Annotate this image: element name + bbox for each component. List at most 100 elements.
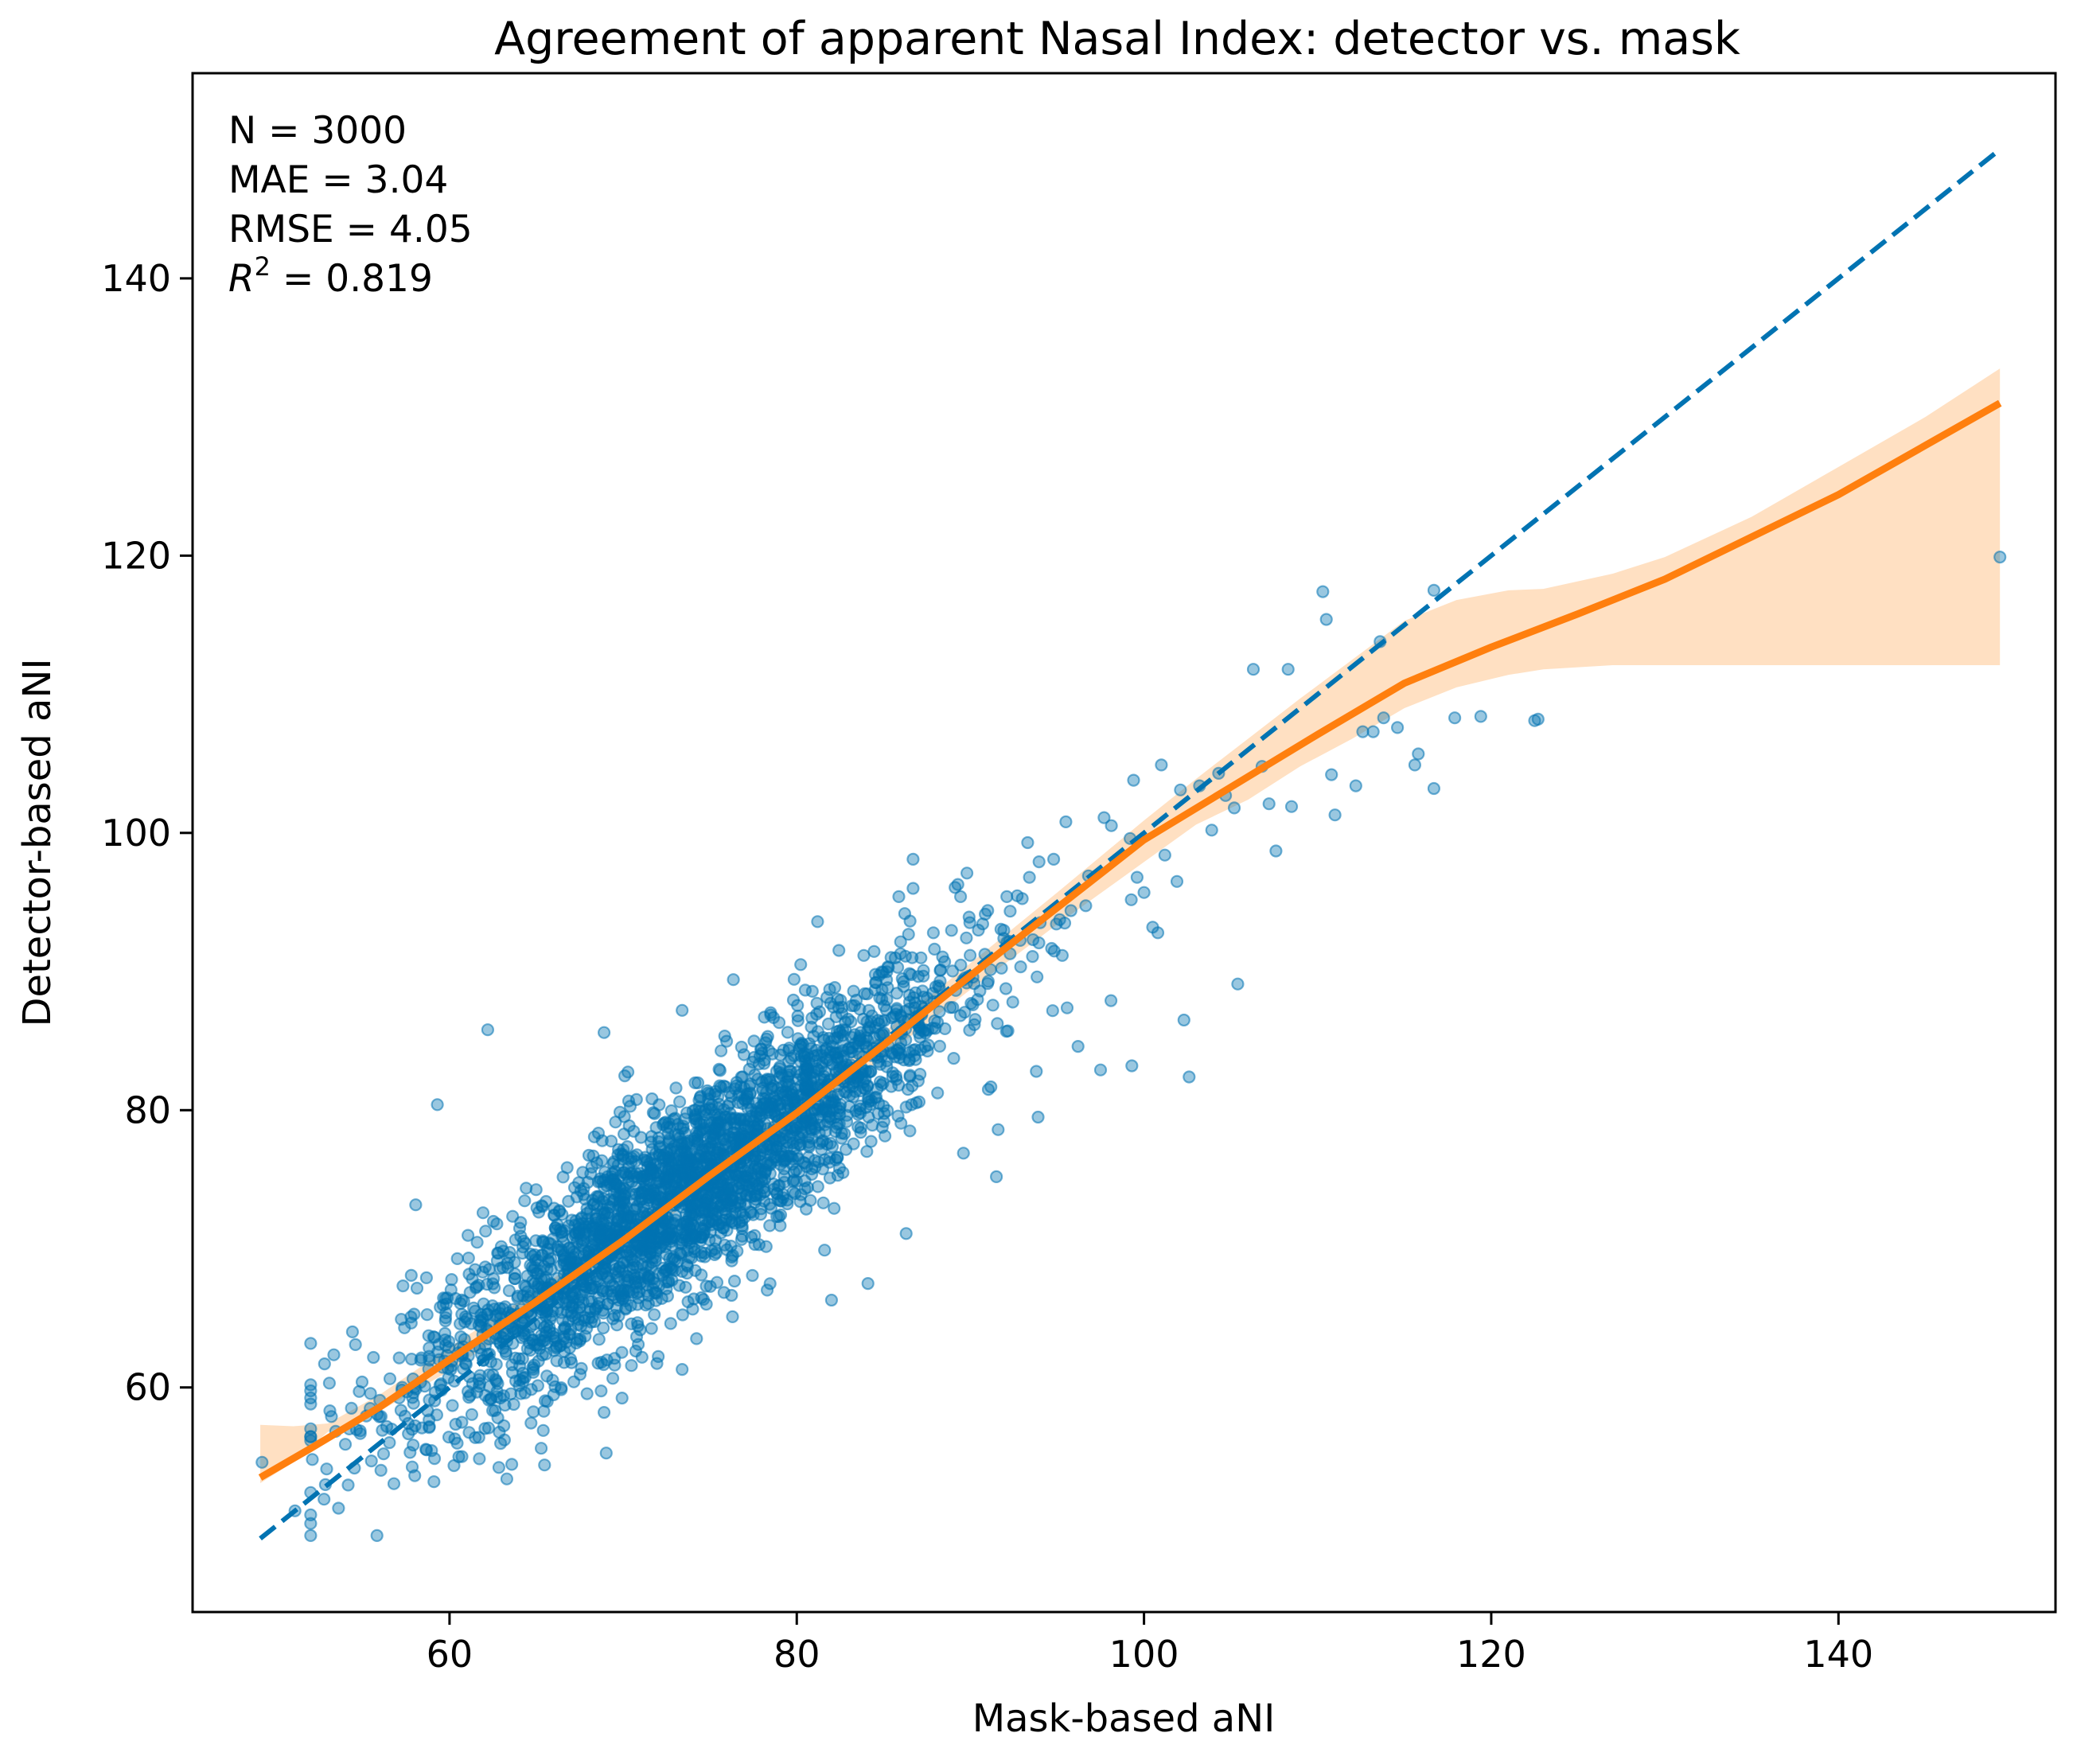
scatter-point: [367, 1350, 380, 1365]
scatter-point: [949, 881, 962, 894]
scatter-point: [781, 1075, 795, 1088]
scatter-point: [1281, 663, 1295, 676]
scatter-point: [758, 1185, 771, 1198]
scatter-point: [405, 1352, 419, 1366]
scatter-point: [1227, 801, 1241, 815]
scatter-point: [594, 1384, 608, 1398]
scatter-point: [837, 1127, 851, 1140]
scatter-point: [960, 866, 974, 880]
scatter-point: [1474, 710, 1487, 723]
scatter-point: [1026, 949, 1039, 964]
scatter-point: [963, 916, 976, 929]
scatter-point: [1071, 1039, 1085, 1053]
scatter-point: [754, 1201, 768, 1216]
scatter-point: [631, 1338, 645, 1351]
scatter-point: [748, 1068, 762, 1082]
plot-area: [255, 147, 2007, 1543]
scatter-point: [376, 1447, 391, 1461]
scatter-point: [476, 1206, 490, 1220]
scatter-point: [444, 1283, 458, 1297]
scatter-point: [1284, 800, 1299, 813]
scatter-point: [592, 1333, 606, 1346]
scatter-point: [906, 852, 920, 866]
scatter-point: [929, 1022, 942, 1035]
scatter-point: [349, 1338, 362, 1352]
scatter-point: [777, 1043, 790, 1057]
scatter-point: [841, 1012, 855, 1026]
scatter-point: [727, 973, 740, 987]
scatter-point: [805, 1020, 818, 1034]
stat-rmse: RMSE = 4.05: [228, 208, 473, 251]
scatter-point: [606, 1372, 620, 1385]
scatter-point: [463, 1286, 477, 1299]
scatter-point: [341, 1478, 355, 1492]
scatter-point: [760, 1283, 774, 1297]
scatter-point: [450, 1252, 464, 1266]
scatter-point: [854, 1121, 867, 1135]
scatter-point: [1026, 933, 1040, 947]
scatter-point: [447, 1458, 461, 1473]
scatter-point: [894, 1047, 908, 1061]
scatter-point: [992, 1123, 1005, 1136]
scatter-point: [811, 915, 824, 929]
scatter-point: [304, 1397, 318, 1411]
scatter-point: [586, 1149, 600, 1162]
scatter-point: [715, 1197, 728, 1211]
scatter-point: [812, 1155, 825, 1169]
scatter-point: [645, 1151, 659, 1165]
scatter-point: [946, 1001, 960, 1014]
scatter-point: [1064, 904, 1077, 917]
scatter-point: [655, 1291, 668, 1306]
scatter-point: [353, 1384, 366, 1398]
scatter-point: [427, 1475, 441, 1489]
scatter-point: [811, 1180, 824, 1194]
scatter-point: [903, 1124, 917, 1138]
scatter-point: [791, 1014, 805, 1027]
scatter-point: [332, 1501, 345, 1515]
scatter-point: [847, 984, 860, 998]
scatter-point: [818, 1244, 832, 1257]
scatter-point: [672, 1095, 687, 1108]
scatter-point: [497, 1419, 511, 1433]
scatter-point: [848, 1084, 863, 1098]
scatter-point: [820, 1042, 834, 1055]
scatter-point: [612, 1200, 625, 1213]
scatter-point: [610, 1185, 624, 1198]
scatter-point: [623, 1263, 637, 1276]
scatter-point: [737, 1112, 751, 1127]
scatter-point: [540, 1395, 554, 1408]
scatter-point: [931, 1086, 945, 1100]
scatter-point: [534, 1442, 548, 1455]
scatter-point: [816, 1196, 830, 1209]
scatter-point: [737, 1048, 751, 1061]
scatter-point: [899, 1227, 913, 1240]
scatter-point: [762, 1044, 776, 1057]
scatter-point: [520, 1182, 533, 1195]
scatter-point: [516, 1371, 530, 1384]
scatter-point: [906, 991, 921, 1004]
scatter-point: [640, 1284, 654, 1299]
scatter-point: [794, 1188, 808, 1201]
scatter-point: [888, 951, 902, 965]
scatter-point: [1356, 725, 1370, 738]
scatter-point: [840, 1115, 854, 1128]
scatter-point: [699, 1203, 712, 1217]
scatter-point: [625, 1317, 638, 1330]
scatter-point: [392, 1351, 406, 1365]
scatter-point: [505, 1365, 520, 1380]
scatter-point: [865, 1009, 879, 1022]
scatter-point: [482, 1393, 496, 1407]
scatter-point: [524, 1247, 537, 1261]
scatter-point: [963, 1023, 976, 1037]
scatter-point: [563, 1241, 576, 1255]
scatter-point: [694, 1234, 707, 1248]
scatter-point: [664, 1317, 677, 1330]
scatter-point: [548, 1380, 562, 1393]
scatter-point: [529, 1183, 543, 1197]
scatter-point: [1046, 1004, 1059, 1018]
scatter-point: [552, 1205, 567, 1218]
scatter-point: [567, 1375, 581, 1388]
scatter-point: [1231, 977, 1245, 991]
scatter-point: [454, 1297, 467, 1310]
scatter-point: [490, 1384, 504, 1398]
